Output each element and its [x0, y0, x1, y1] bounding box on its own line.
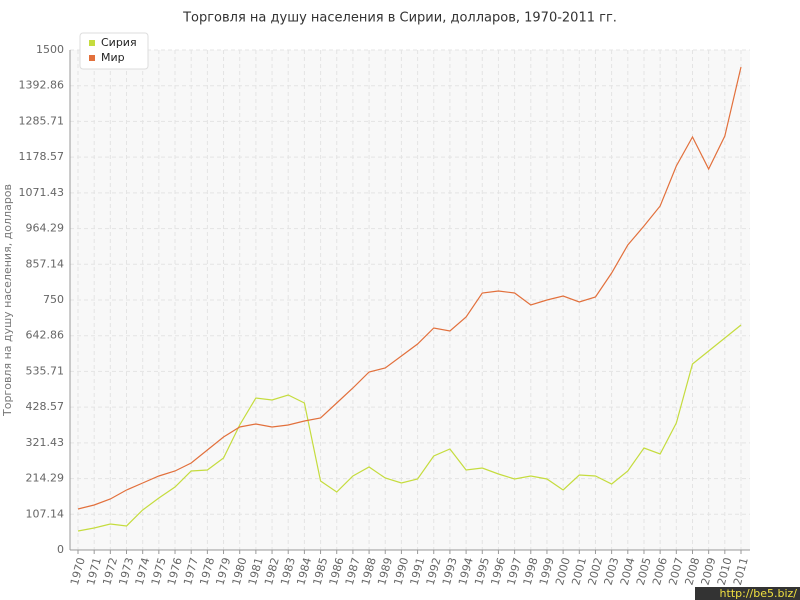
y-tick-label: 1285.71: [19, 114, 65, 127]
series-line: [77, 324, 742, 532]
y-tick-label: 642.86: [26, 329, 65, 342]
legend: Сирия Мир: [79, 32, 149, 70]
legend-swatch: [89, 55, 95, 61]
y-tick-label: 107.14: [26, 507, 65, 520]
y-tick-label: 535.71: [26, 364, 65, 377]
watermark-bg: [695, 587, 800, 600]
y-axis-label: Торговля на душу населения, долларов: [1, 184, 14, 417]
chart-title: Торговля на душу населения в Сирии, долл…: [182, 11, 617, 26]
y-tick-label: 1071.43: [19, 186, 65, 199]
y-tick-label: 1392.86: [19, 79, 65, 92]
y-tick-label: 1500: [36, 43, 64, 56]
y-tick-label: 964.29: [26, 222, 65, 235]
watermark: http://be5.biz/: [720, 587, 798, 600]
y-tick-label: 428.57: [26, 400, 65, 413]
y-tick-label: 321.43: [26, 436, 65, 449]
y-tick-label: 857.14: [26, 257, 65, 270]
series-line: [77, 66, 742, 510]
y-tick-label: 750: [43, 293, 64, 306]
y-tick-label: 0: [57, 543, 64, 556]
legend-label: Мир: [101, 51, 125, 64]
legend-box: [79, 32, 149, 70]
legend-label: Сирия: [101, 36, 137, 49]
y-tick-label: 1178.57: [19, 150, 65, 163]
legend-swatch: [89, 40, 95, 46]
y-tick-label: 214.29: [26, 472, 65, 485]
